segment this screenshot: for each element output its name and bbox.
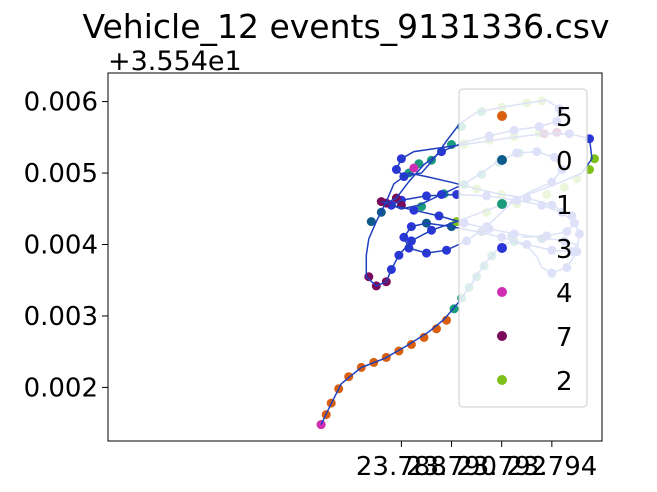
y-tick-label: 0.004 (24, 230, 98, 260)
y-axis-offset-label: +3.554e1 (108, 46, 242, 77)
y-tick-label: 0.003 (24, 302, 98, 332)
legend-marker (497, 375, 507, 385)
y-tick-label: 0.006 (24, 88, 98, 118)
legend-marker (497, 155, 507, 165)
x-tick-label: 23.794 (506, 452, 597, 482)
chart-title: Vehicle_12 events_9131336.csv (82, 7, 609, 46)
y-axis-ticks: 0.002 0.003 0.004 0.005 0.006 (24, 88, 108, 403)
x-tick-label: 23.790 (406, 452, 497, 482)
y-tick-label: 0.002 (24, 373, 98, 403)
legend-marker (497, 243, 507, 253)
legend-label: 7 (556, 323, 573, 353)
legend: 5 0 1 3 4 7 2 (458, 88, 588, 408)
legend-label: 0 (556, 147, 573, 177)
data-point (442, 315, 451, 325)
legend-marker (497, 287, 507, 297)
legend-label: 5 (556, 103, 573, 133)
data-point (366, 217, 376, 227)
legend-label: 2 (556, 367, 573, 397)
legend-box (458, 88, 588, 408)
legend-label: 4 (556, 279, 573, 309)
x-tick-label: 23.792 (456, 452, 547, 482)
legend-marker (497, 331, 507, 341)
data-point (409, 163, 419, 173)
legend-marker (497, 111, 507, 121)
legend-items: 5 0 1 3 4 7 2 (497, 103, 573, 397)
legend-label: 1 (556, 191, 573, 221)
y-tick-label: 0.005 (24, 159, 98, 189)
legend-label: 3 (556, 235, 573, 265)
legend-marker (497, 199, 507, 209)
data-point (419, 332, 429, 342)
x-tick-label: 23.788 (356, 452, 447, 482)
